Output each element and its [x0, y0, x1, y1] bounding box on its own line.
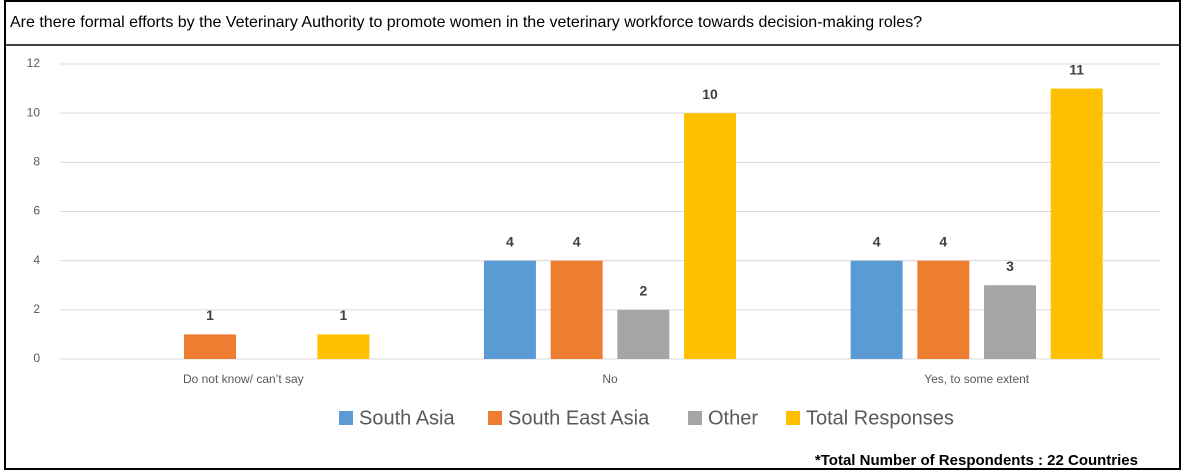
- legend-label: South Asia: [359, 407, 456, 429]
- bar: [183, 334, 236, 359]
- bar: [483, 260, 536, 359]
- footnote: *Total Number of Respondents : 22 Countr…: [815, 452, 1138, 469]
- bar: [684, 113, 737, 360]
- x-tick-label: Do not know/ can’t say: [183, 372, 304, 386]
- legend-swatch: [786, 411, 800, 425]
- data-label: 2: [639, 283, 647, 299]
- chart-title: Are there formal efforts by the Veterina…: [10, 14, 922, 31]
- bar: [984, 285, 1037, 359]
- data-label: 4: [939, 233, 947, 249]
- frame: [4, 0, 1181, 470]
- y-tick-label: 4: [33, 253, 40, 267]
- bar: [850, 260, 903, 359]
- x-tick-label: No: [602, 372, 618, 386]
- bar: [1050, 88, 1103, 359]
- x-tick-label: Yes, to some extent: [924, 372, 1030, 386]
- data-label: 11: [1069, 61, 1084, 77]
- data-label: 3: [1006, 258, 1014, 274]
- legend-swatch: [488, 411, 502, 425]
- bar: [617, 309, 670, 359]
- bar: [317, 334, 370, 359]
- data-label: 4: [506, 233, 514, 249]
- legend-label: Total Responses: [806, 407, 954, 429]
- data-label: 10: [702, 86, 718, 102]
- y-tick-label: 12: [27, 56, 41, 70]
- data-label: 4: [573, 233, 581, 249]
- bar: [917, 260, 970, 359]
- legend-label: Other: [708, 407, 758, 429]
- data-label: 1: [339, 307, 347, 323]
- legend-label: South East Asia: [508, 407, 650, 429]
- data-label: 4: [873, 233, 881, 249]
- legend-swatch: [339, 411, 353, 425]
- y-tick-label: 10: [27, 105, 41, 119]
- y-tick-label: 0: [33, 351, 40, 365]
- data-label: 1: [206, 307, 214, 323]
- y-tick-label: 2: [33, 302, 40, 316]
- legend-swatch: [688, 411, 702, 425]
- bar: [550, 260, 603, 359]
- y-tick-label: 8: [33, 155, 40, 169]
- y-tick-label: 6: [33, 204, 40, 218]
